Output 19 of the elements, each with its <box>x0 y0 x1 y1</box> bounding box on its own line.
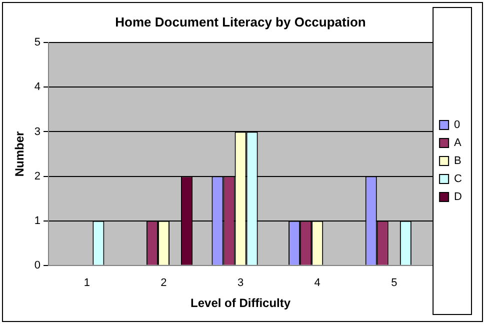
legend-label: C <box>454 173 462 186</box>
y-tick-label: 0 <box>34 259 41 272</box>
y-tick-label: 4 <box>34 81 41 94</box>
y-tick-label: 5 <box>34 36 41 49</box>
x-tick-label: 3 <box>237 277 244 290</box>
chart-title: Home Document Literacy by Occupation <box>115 14 366 30</box>
y-tick-label: 1 <box>34 214 41 227</box>
x-tick-label: 1 <box>84 277 90 290</box>
y-axis-title: Number <box>12 131 27 177</box>
x-tick-label: 2 <box>160 277 167 290</box>
legend-label: D <box>454 191 462 204</box>
legend-label: B <box>454 155 462 168</box>
y-tick-label: 3 <box>34 126 41 138</box>
x-tick-label: 4 <box>314 277 320 290</box>
y-tick-label: 2 <box>34 170 41 182</box>
legend-label: 0 <box>454 119 460 132</box>
legend-label: A <box>454 137 462 150</box>
x-axis-title: Level of Difficulty <box>190 296 291 310</box>
x-tick-label: 5 <box>391 277 398 290</box>
